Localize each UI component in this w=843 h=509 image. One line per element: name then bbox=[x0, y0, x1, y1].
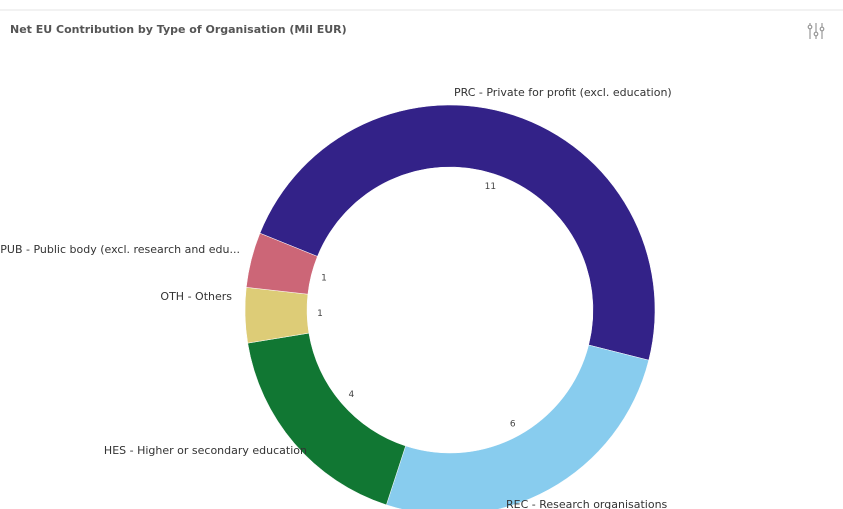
donut-slice bbox=[245, 232, 318, 295]
value-label: 11 bbox=[485, 182, 496, 192]
donut-slice bbox=[247, 332, 406, 506]
donut-slice bbox=[259, 104, 656, 361]
settings-icon[interactable] bbox=[807, 23, 825, 39]
slice-label: PRC - Private for profit (excl. educatio… bbox=[454, 86, 672, 99]
value-label: 1 bbox=[317, 309, 323, 319]
slice-label: PUB - Public body (excl. research and ed… bbox=[0, 243, 240, 256]
donut-slice bbox=[386, 344, 650, 509]
donut-slice bbox=[244, 287, 310, 344]
chart-title: Net EU Contribution by Type of Organisat… bbox=[10, 23, 347, 36]
slice-label: OTH - Others bbox=[160, 290, 232, 303]
value-label: 4 bbox=[348, 390, 354, 400]
value-label: 1 bbox=[321, 274, 327, 284]
slice-label: HES - Higher or secondary education bbox=[104, 444, 307, 457]
value-label: 6 bbox=[510, 419, 516, 429]
slice-label: REC - Research organisations bbox=[506, 498, 668, 509]
